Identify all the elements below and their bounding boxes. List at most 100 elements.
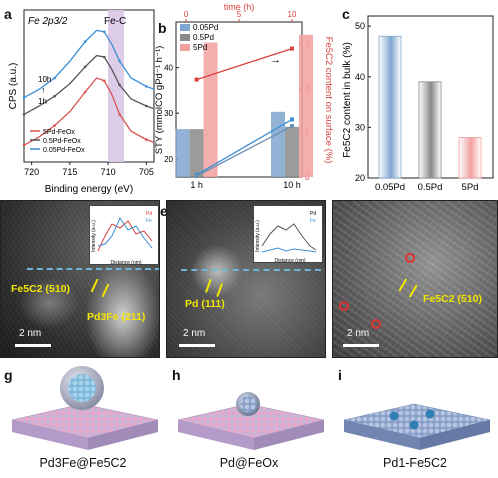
panel-letter-b: b [158, 20, 167, 36]
line-scan-arrow-d [27, 268, 159, 270]
inset-ylabel-e: Intensity (a.u.) [255, 220, 261, 252]
xps-xlabel: Binding energy (eV) [45, 184, 133, 195]
bulk-tick-label: 50 [355, 21, 365, 31]
sty-top-tick-label: 0 [184, 10, 189, 19]
inset-xlabel-e: Distance (nm) [274, 258, 305, 264]
xps-point [22, 113, 26, 116]
pd-particle-core-h [240, 396, 256, 412]
sty-bar [203, 42, 218, 177]
label-pd-111-e: Pd (111) [185, 298, 225, 310]
panel-letter-g: g [4, 367, 13, 383]
fe-c-label: Fe-C [104, 16, 126, 27]
sty-bar [175, 129, 190, 177]
sty-bar [299, 34, 313, 177]
bulk-tick-label: 20 [355, 173, 365, 183]
xps-time-arrow: ↑ [41, 85, 46, 95]
xps-point [145, 104, 148, 108]
xps-point [118, 113, 121, 116]
label-pd3fe-211-d: Pd3Fe (211) [87, 311, 146, 323]
bulk-bar [418, 81, 442, 179]
sty-legend-swatch [180, 44, 190, 51]
sty-legend-label: 0.5Pd [193, 33, 214, 42]
sty-line-point [290, 117, 294, 122]
label-fe5c2-510-d: Fe5C2 (510) [11, 283, 70, 295]
inset-chart-d: Intensity (a.u.) Distance (nm) Pd Fe [91, 211, 153, 266]
line-scan-arrow-e [181, 269, 321, 271]
xps-ylabel: CPS (a.u.) [8, 63, 19, 110]
bulk-ylabel: Fe5C2 content in bulk (%) [342, 42, 353, 158]
label-fe5c2-510-f: Fe5C2 (510) [423, 293, 482, 305]
sty-line-point [194, 174, 199, 179]
yellow-marker-f [398, 278, 418, 298]
xps-series-2 [23, 29, 155, 99]
red-circle-3 [371, 319, 381, 329]
single-atom-3 [409, 420, 419, 430]
inset-chart-e: Intensity (a.u.) Distance (nm) Pd Fe [255, 211, 317, 264]
red-circle-2 [339, 301, 349, 311]
xps-legend-label: 0.5Pd-FeOx [43, 138, 81, 145]
sty-top-tick-label: 5 [237, 10, 242, 19]
xps-series-0 [23, 77, 155, 146]
caption-i: Pd1-Fe5C2 [383, 456, 447, 470]
scale-label-f: 2 nm [347, 328, 370, 339]
xps-point [145, 138, 148, 141]
xps-point [83, 90, 87, 94]
sty-ylabel-right: Fe5C2 content on surface (%) [323, 37, 334, 164]
sty-bar [285, 126, 299, 177]
xps-time-bottom: 1h [38, 97, 47, 106]
red-circle-1 [405, 253, 415, 263]
sty-line-point [290, 46, 294, 51]
panel-letter-i: i [338, 367, 342, 383]
panel-letter-c: c [342, 6, 350, 22]
sty-legend-swatch [180, 34, 190, 41]
caption-g: Pd3Fe@Fe5C2 [39, 456, 127, 470]
inset-legend-pd-d: Pd [146, 211, 152, 217]
xps-point [83, 65, 87, 69]
sty-line-2 [196, 47, 293, 81]
inset-xlabel-d: Distance (nm) [110, 260, 141, 266]
support-left-g [12, 420, 88, 450]
bulk-category-label: 0.5Pd [418, 182, 443, 193]
inset-legend-fe-d: Fe [146, 218, 152, 224]
scale-label-d: 2 nm [19, 328, 42, 339]
sty-legend-label: 5Pd [193, 43, 207, 52]
scale-bar-e [179, 344, 215, 347]
xps-point [118, 59, 121, 63]
sty-line-0 [196, 118, 293, 176]
xps-legend-label: 0.05Pd-FeOx [43, 147, 85, 154]
haadf-inset-d: Intensity (a.u.) Distance (nm) Pd Fe [89, 205, 159, 266]
sty-left-tick-label: 40 [164, 64, 173, 73]
single-atom-1 [389, 411, 399, 421]
sty-arrow: → [270, 54, 281, 66]
sty-line-point [194, 77, 199, 82]
xps-point [53, 94, 56, 98]
sty-ylabel: STY (mmolCO gPd⁻¹ h⁻¹) [154, 46, 165, 155]
xps-xtick-label: 715 [62, 167, 77, 177]
schematic-h [177, 392, 325, 450]
inset-legend-pd-e: Pd [310, 211, 316, 217]
xps-point [22, 96, 26, 99]
xps-point [102, 55, 106, 59]
single-atom-2 [425, 409, 435, 419]
scale-bar-f [343, 344, 379, 347]
bulk-bar [378, 35, 402, 179]
inset-line-pd-e [261, 223, 317, 251]
sty-line-1 [196, 125, 293, 177]
xps-title: Fe 2p3/2 [28, 16, 68, 27]
xps-xtick-label: 710 [101, 167, 116, 177]
haadf-image-f: Fe5C2 (510) 2 nm [332, 200, 498, 358]
sty-legend-label: 0.05Pd [193, 23, 218, 32]
panel-letter-e: e [160, 203, 168, 219]
xps-xtick-label: 720 [24, 167, 39, 177]
sty-bar [189, 129, 204, 177]
sty-legend-swatch [180, 24, 190, 31]
bulk-bar [458, 137, 482, 179]
xps-point [53, 76, 56, 80]
xps-point [145, 85, 148, 88]
inset-line-fe-d [97, 216, 153, 249]
inset-legend-fe-e: Fe [310, 218, 316, 224]
haadf-image-e: Intensity (a.u.) Distance (nm) Pd Fe Pd … [166, 200, 326, 358]
schematic-g [11, 366, 159, 450]
bulk-tick-label: 40 [355, 72, 365, 82]
